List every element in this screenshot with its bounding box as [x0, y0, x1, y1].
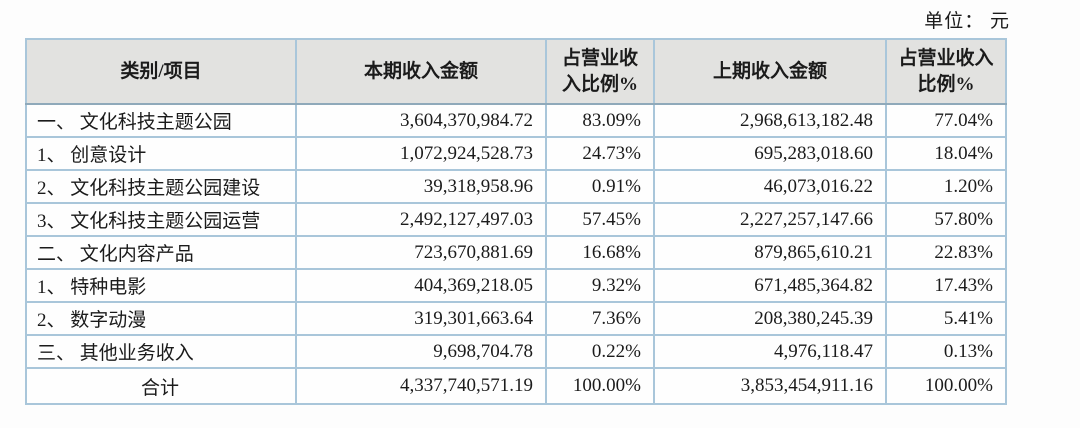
current-pct-cell: 24.73%	[545, 136, 655, 171]
header-prior-pct: 占营业收入比例%	[885, 38, 1007, 105]
table-row: 一、 文化科技主题公园 3,604,370,984.72 83.09% 2,968,6…	[25, 103, 1007, 138]
category-cell: 1、 创意设计	[25, 136, 297, 171]
table-row: 3、 文化科技主题公园运营 2,492,127,497.03 57.45% 2,227…	[25, 202, 1007, 237]
current-pct-cell: 0.22%	[545, 334, 655, 369]
prior-pct-cell: 17.43%	[885, 268, 1007, 303]
unit-label: 单位： 元	[924, 11, 1010, 32]
table-row: 2、 数字动漫 319,301,663.64 7.36% 208,380,245.39…	[25, 301, 1007, 336]
header-current-amount: 本期收入金额	[295, 38, 547, 105]
current-amount-cell: 3,604,370,984.72	[295, 103, 547, 138]
category-cell: 二、 文化内容产品	[25, 235, 297, 270]
current-amount-cell: 39,318,958.96	[295, 169, 547, 204]
prior-pct-cell: 5.41%	[885, 301, 1007, 336]
prior-amount-cell: 2,968,613,182.48	[653, 103, 887, 138]
current-amount-cell: 2,492,127,497.03	[295, 202, 547, 237]
prior-amount-cell: 3,853,454,911.16	[653, 367, 887, 405]
category-cell: 一、 文化科技主题公园	[25, 103, 297, 138]
current-amount-cell: 4,337,740,571.19	[295, 367, 547, 405]
current-pct-cell: 100.00%	[545, 367, 655, 405]
table-row: 1、 特种电影 404,369,218.05 9.32% 671,485,364.82…	[25, 268, 1007, 303]
prior-amount-cell: 671,485,364.82	[653, 268, 887, 303]
total-row: 合计 4,337,740,571.19 100.00% 3,853,454,911.1…	[25, 367, 1007, 405]
header-category: 类别/项目	[25, 38, 297, 105]
revenue-table: 类别/项目 本期收入金额 占营业收入比例% 上期收入金额 占营业收入比例% 一、…	[25, 38, 1007, 405]
prior-pct-cell: 100.00%	[885, 367, 1007, 405]
current-amount-cell: 404,369,218.05	[295, 268, 547, 303]
category-cell: 3、 文化科技主题公园运营	[25, 202, 297, 237]
prior-pct-cell: 1.20%	[885, 169, 1007, 204]
prior-pct-cell: 57.80%	[885, 202, 1007, 237]
current-amount-cell: 723,670,881.69	[295, 235, 547, 270]
current-amount-cell: 1,072,924,528.73	[295, 136, 547, 171]
current-pct-cell: 57.45%	[545, 202, 655, 237]
table-row: 三、 其他业务收入 9,698,704.78 0.22% 4,976,118.47 0.…	[25, 334, 1007, 369]
prior-amount-cell: 4,976,118.47	[653, 334, 887, 369]
header-current-pct: 占营业收入比例%	[545, 38, 655, 105]
table-body: 一、 文化科技主题公园 3,604,370,984.72 83.09% 2,968,6…	[25, 103, 1007, 405]
current-pct-cell: 16.68%	[545, 235, 655, 270]
category-cell: 2、 数字动漫	[25, 301, 297, 336]
prior-amount-cell: 2,227,257,147.66	[653, 202, 887, 237]
current-amount-cell: 9,698,704.78	[295, 334, 547, 369]
category-cell: 合计	[25, 367, 297, 405]
current-pct-cell: 7.36%	[545, 301, 655, 336]
prior-amount-cell: 208,380,245.39	[653, 301, 887, 336]
prior-amount-cell: 46,073,016.22	[653, 169, 887, 204]
table-row: 1、 创意设计 1,072,924,528.73 24.73% 695,283,018…	[25, 136, 1007, 171]
current-pct-cell: 9.32%	[545, 268, 655, 303]
prior-pct-cell: 0.13%	[885, 334, 1007, 369]
header-row: 类别/项目 本期收入金额 占营业收入比例% 上期收入金额 占营业收入比例%	[25, 38, 1007, 105]
table-row: 二、 文化内容产品 723,670,881.69 16.68% 879,865,610…	[25, 235, 1007, 270]
prior-amount-cell: 695,283,018.60	[653, 136, 887, 171]
prior-pct-cell: 22.83%	[885, 235, 1007, 270]
prior-pct-cell: 77.04%	[885, 103, 1007, 138]
current-amount-cell: 319,301,663.64	[295, 301, 547, 336]
table-row: 2、 文化科技主题公园建设 39,318,958.96 0.91% 46,073,01…	[25, 169, 1007, 204]
current-pct-cell: 0.91%	[545, 169, 655, 204]
current-pct-cell: 83.09%	[545, 103, 655, 138]
prior-amount-cell: 879,865,610.21	[653, 235, 887, 270]
table-header: 类别/项目 本期收入金额 占营业收入比例% 上期收入金额 占营业收入比例%	[25, 38, 1007, 105]
category-cell: 三、 其他业务收入	[25, 334, 297, 369]
header-prior-amount: 上期收入金额	[653, 38, 887, 105]
category-cell: 1、 特种电影	[25, 268, 297, 303]
prior-pct-cell: 18.04%	[885, 136, 1007, 171]
category-cell: 2、 文化科技主题公园建设	[25, 169, 297, 204]
